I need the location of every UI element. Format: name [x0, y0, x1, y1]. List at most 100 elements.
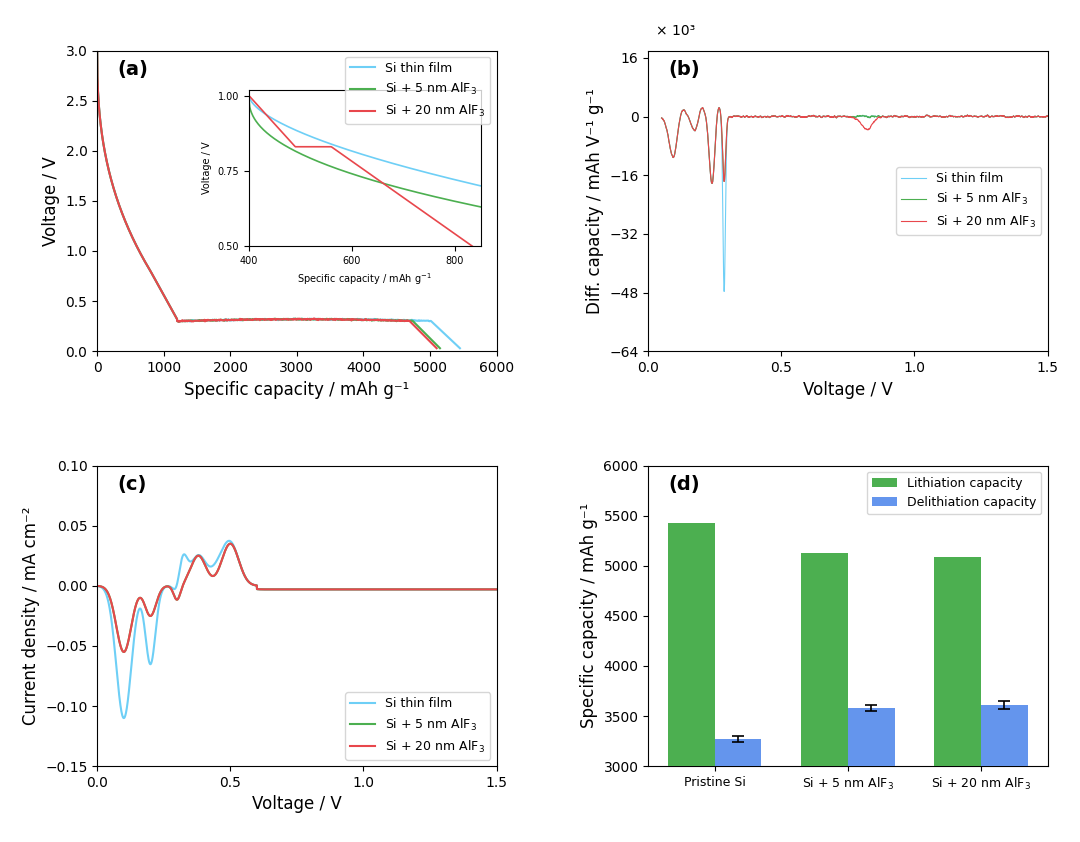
Si thin film: [993, 111, 1005, 121]
Si + 5 nm AlF$_3$: [118, 647, 131, 657]
Bar: [669, 523, 715, 842]
Si thin film: [283, 314, 296, 324]
Si thin film: [478, 584, 491, 594]
Line: Si + 5 nm AlF$_3$: Si + 5 nm AlF$_3$: [97, 544, 497, 652]
Si + 20 nm AlF$_3$: [274, 584, 287, 594]
Si + 20 nm AlF$_3$: [490, 584, 503, 594]
Si + 20 nm AlF$_3$: [285, 584, 298, 594]
Si + 5 nm AlF$_3$: [478, 584, 491, 594]
Bar: [848, 708, 894, 842]
Si + 20 nm AlF$_3$: [478, 584, 491, 594]
Si + 5 nm AlF$_3$: [820, 111, 833, 121]
Si + 5 nm AlF$_3$: [1041, 111, 1054, 121]
X-axis label: Voltage / V: Voltage / V: [804, 381, 893, 398]
Si thin film: [1034, 112, 1047, 122]
Si thin film: [820, 111, 833, 121]
Text: (c): (c): [117, 475, 147, 493]
Si + 20 nm AlF$_3$: [224, 539, 237, 549]
Si + 20 nm AlF$_3$: [91, 45, 104, 56]
Text: (a): (a): [117, 60, 148, 78]
Si + 20 nm AlF$_3$: [341, 315, 354, 325]
Si + 5 nm AlF$_3$: [804, 111, 816, 121]
Si thin film: [111, 674, 124, 685]
Bar: [981, 705, 1028, 842]
Si thin film: [406, 584, 419, 594]
Si + 20 nm AlF$_3$: [91, 581, 104, 591]
Line: Si + 20 nm AlF$_3$: Si + 20 nm AlF$_3$: [97, 544, 497, 652]
Si + 5 nm AlF$_3$: [723, 112, 735, 122]
Y-axis label: Voltage / V: Voltage / V: [42, 156, 59, 246]
Y-axis label: Diff. capacity / mAh V⁻¹ g⁻¹: Diff. capacity / mAh V⁻¹ g⁻¹: [585, 88, 604, 314]
X-axis label: Specific capacity / mAh g⁻¹: Specific capacity / mAh g⁻¹: [185, 381, 409, 398]
Si + 5 nm AlF$_3$: [252, 315, 265, 325]
Si thin film: [490, 584, 503, 594]
Si thin film: [91, 45, 104, 56]
Si thin film: [222, 536, 235, 546]
Si + 20 nm AlF$_3$: [273, 314, 286, 324]
Si thin film: [193, 316, 206, 326]
Line: Si + 5 nm AlF$_3$: Si + 5 nm AlF$_3$: [662, 108, 1048, 184]
Si + 5 nm AlF$_3$: [705, 179, 718, 189]
Si thin film: [454, 344, 467, 354]
Si thin film: [723, 112, 735, 122]
Si thin film: [804, 111, 816, 121]
Line: Si thin film: Si thin film: [97, 51, 460, 349]
Si + 20 nm AlF$_3$: [820, 111, 833, 121]
Si + 20 nm AlF$_3$: [656, 113, 669, 123]
Si + 20 nm AlF$_3$: [804, 111, 816, 121]
Si + 5 nm AlF$_3$: [91, 581, 104, 591]
Si + 20 nm AlF$_3$: [191, 316, 204, 326]
Si + 5 nm AlF$_3$: [111, 627, 124, 637]
Bar: [934, 557, 981, 842]
Si + 20 nm AlF$_3$: [478, 584, 491, 594]
Si + 20 nm AlF$_3$: [699, 111, 712, 121]
Si thin film: [478, 584, 491, 594]
Line: Si + 20 nm AlF$_3$: Si + 20 nm AlF$_3$: [662, 108, 1048, 184]
Si + 20 nm AlF$_3$: [111, 627, 124, 637]
Si + 5 nm AlF$_3$: [713, 103, 726, 113]
Line: Si + 20 nm AlF$_3$: Si + 20 nm AlF$_3$: [97, 51, 436, 349]
Si + 20 nm AlF$_3$: [406, 584, 419, 594]
Si thin film: [699, 111, 712, 121]
Si + 20 nm AlF$_3$: [993, 111, 1005, 121]
Text: (b): (b): [669, 60, 700, 78]
Si + 5 nm AlF$_3$: [274, 584, 287, 594]
Si + 20 nm AlF$_3$: [157, 290, 170, 300]
Text: × 10³: × 10³: [657, 24, 696, 39]
Y-axis label: Specific capacity / mAh g⁻¹: Specific capacity / mAh g⁻¹: [580, 504, 598, 728]
Legend: Si thin film, Si + 5 nm AlF$_3$, Si + 20 nm AlF$_3$: Si thin film, Si + 5 nm AlF$_3$, Si + 20…: [896, 167, 1041, 235]
Si + 5 nm AlF$_3$: [1034, 112, 1047, 122]
Si thin film: [656, 113, 669, 123]
X-axis label: Voltage / V: Voltage / V: [252, 796, 341, 813]
Si + 5 nm AlF$_3$: [191, 316, 204, 326]
Si thin film: [717, 286, 730, 296]
Si + 5 nm AlF$_3$: [699, 111, 712, 121]
Si thin film: [118, 713, 131, 723]
Text: (d): (d): [669, 475, 700, 493]
Si + 5 nm AlF$_3$: [343, 314, 356, 324]
Legend: Si thin film, Si + 5 nm AlF$_3$, Si + 20 nm AlF$_3$: Si thin film, Si + 5 nm AlF$_3$, Si + 20…: [346, 692, 490, 760]
Si thin film: [357, 314, 370, 324]
Si + 20 nm AlF$_3$: [705, 179, 718, 189]
Si thin film: [91, 581, 104, 591]
Si thin film: [1041, 111, 1054, 121]
Si + 20 nm AlF$_3$: [118, 647, 131, 657]
Si + 5 nm AlF$_3$: [91, 45, 104, 56]
Si + 5 nm AlF$_3$: [129, 238, 141, 248]
Si + 5 nm AlF$_3$: [993, 111, 1005, 121]
Si + 20 nm AlF$_3$: [1034, 112, 1047, 122]
Si thin film: [713, 103, 726, 113]
Si + 20 nm AlF$_3$: [430, 344, 443, 354]
Si + 20 nm AlF$_3$: [251, 315, 264, 325]
Si thin film: [157, 290, 170, 300]
Si + 20 nm AlF$_3$: [723, 112, 735, 122]
Line: Si thin film: Si thin film: [97, 541, 497, 718]
Si thin film: [258, 314, 271, 324]
Si + 20 nm AlF$_3$: [129, 238, 141, 248]
Legend: Lithiation capacity, Delithiation capacity: Lithiation capacity, Delithiation capaci…: [867, 472, 1041, 514]
Si + 5 nm AlF$_3$: [285, 584, 298, 594]
Y-axis label: Current density / mA cm⁻²: Current density / mA cm⁻²: [22, 507, 40, 725]
Line: Si thin film: Si thin film: [662, 108, 1048, 291]
Si + 5 nm AlF$_3$: [224, 539, 237, 549]
Bar: [715, 739, 761, 842]
